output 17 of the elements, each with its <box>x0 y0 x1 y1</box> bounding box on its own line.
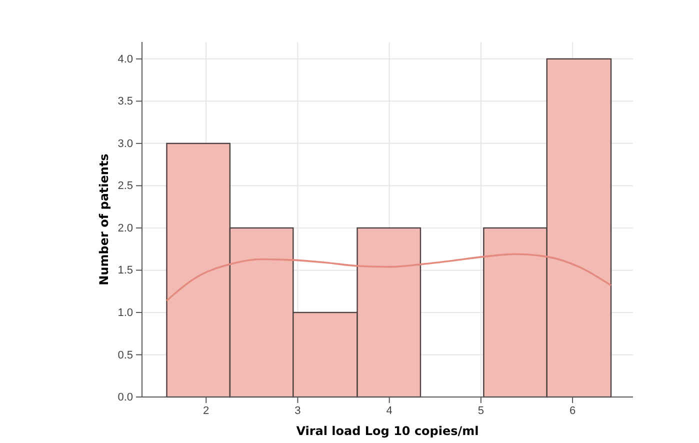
x-tick-label: 5 <box>478 404 484 417</box>
y-tick-label: 0.5 <box>118 349 133 362</box>
y-tick-label: 0.0 <box>118 392 133 404</box>
x-tick-label: 6 <box>569 404 576 417</box>
y-tick-label: 3.5 <box>118 96 133 108</box>
x-tick-label: 4 <box>386 404 392 417</box>
y-tick-label: 1.0 <box>118 306 133 319</box>
y-tick-label: 4.0 <box>118 53 133 66</box>
y-axis-title: Number of patients <box>97 154 111 286</box>
x-tick-label: 3 <box>294 404 301 417</box>
x-axis-title: Viral load Log 10 copies/ml <box>296 424 479 438</box>
y-tick-label: 2.5 <box>118 180 133 192</box>
y-tick-label: 2.0 <box>118 222 133 234</box>
y-tick-label: 1.5 <box>118 264 133 277</box>
x-tick-label: 2 <box>203 404 210 417</box>
line-series <box>166 253 612 302</box>
y-tick-label: 3.0 <box>118 138 133 150</box>
